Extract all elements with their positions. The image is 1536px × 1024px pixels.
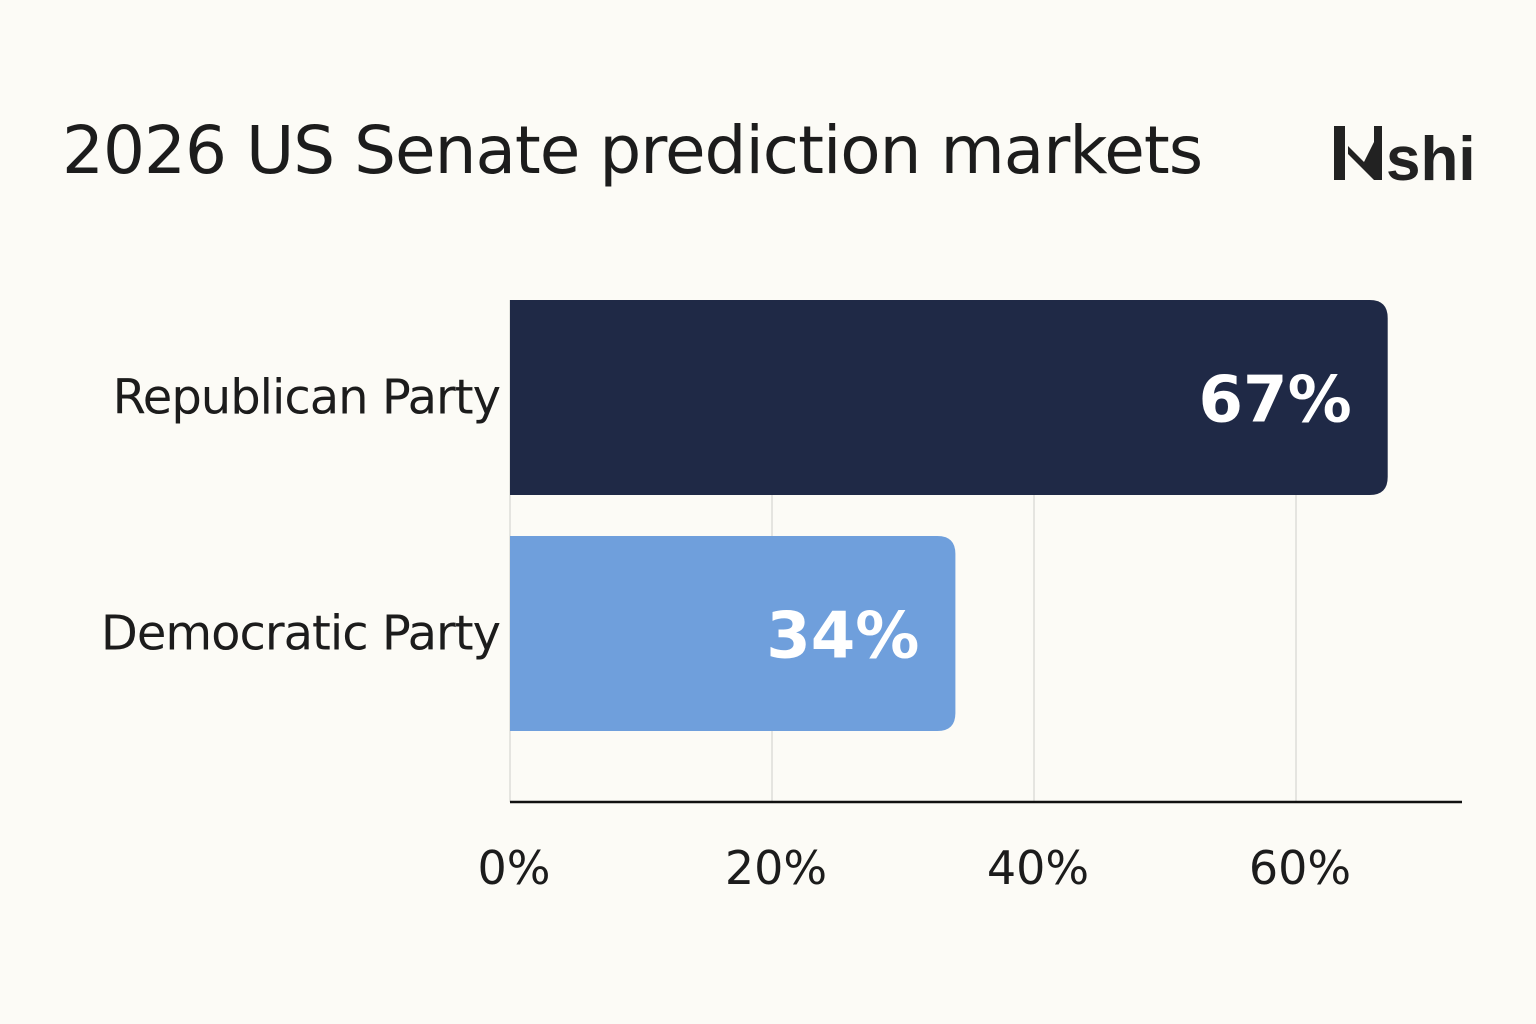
x-tick-label: 60%: [1249, 841, 1351, 895]
bar-republican-party: [510, 300, 1388, 495]
x-tick-label: 40%: [987, 841, 1089, 895]
svg-text:shi: shi: [1386, 125, 1476, 186]
x-tick-label: 20%: [725, 841, 827, 895]
data-label: 34%: [766, 600, 919, 674]
kalshi-logo: shi: [1334, 125, 1476, 186]
bar-democratic-party: [510, 536, 956, 731]
chart-title: 2026 US Senate prediction markets: [62, 112, 1203, 189]
data-label: 67%: [1199, 364, 1352, 438]
category-label: Democratic Party: [101, 606, 500, 662]
category-label: Republican Party: [113, 370, 500, 426]
x-tick-label: 0%: [478, 841, 551, 895]
